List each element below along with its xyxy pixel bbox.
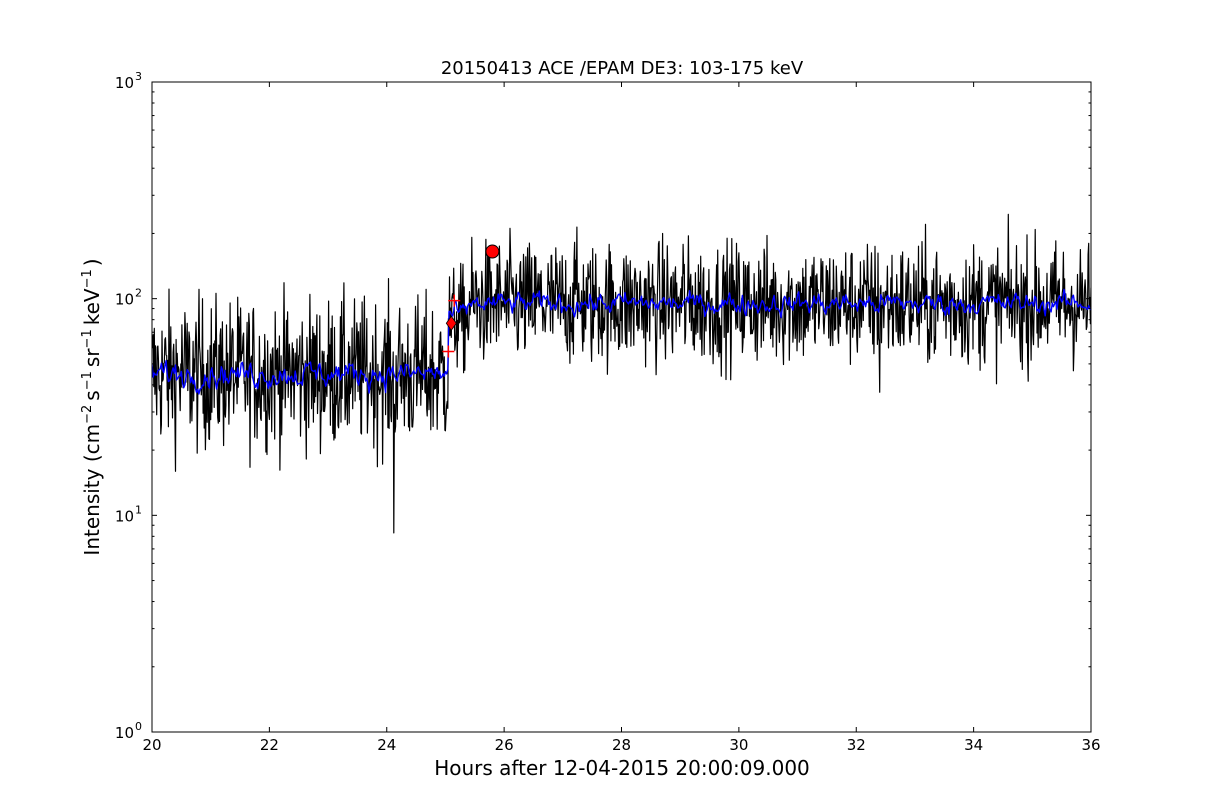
x-tick-label: 36 [1081, 736, 1100, 754]
event-marker-diamond [445, 315, 457, 331]
event-marker-circle [485, 244, 500, 259]
y-label-suffix: ) [80, 258, 104, 266]
y-label-s: s [80, 390, 104, 400]
x-tick-label: 30 [729, 736, 748, 754]
y-tick-label: 10 [115, 74, 134, 92]
plot-frame [151, 81, 1092, 733]
y-tick-exponent: 2 [135, 287, 142, 300]
y-tick-exponent: 0 [135, 720, 142, 733]
y-tick-exponent: 3 [135, 70, 142, 83]
event-marker-plus [442, 345, 455, 358]
y-label-s-exponent: −1 [80, 371, 95, 390]
x-tick-label: 28 [612, 736, 631, 754]
chart-title: 20150413 ACE /EPAM DE3: 103-175 keV [441, 58, 804, 79]
y-tick-label: 10 [115, 507, 134, 525]
plot-area [152, 213, 1091, 534]
y-label-cm-exponent: −2 [80, 405, 95, 424]
x-tick-label: 32 [847, 736, 866, 754]
y-label-kev: keV [80, 288, 104, 325]
x-tick-label: 20 [142, 736, 161, 754]
x-tick-label: 34 [964, 736, 983, 754]
y-tick-exponent: 1 [135, 503, 142, 516]
x-tick-label: 22 [260, 736, 279, 754]
event-marker-plus [448, 294, 461, 307]
y-label-sr-exponent: −1 [80, 329, 95, 348]
y-tick-label: 10 [115, 724, 134, 742]
y-axis-label: Intensity (cm−2s−1sr−1keV−1) [80, 258, 104, 555]
y-label-kev-exponent: −1 [80, 269, 95, 288]
y-label-sr: sr [80, 348, 104, 367]
x-tick-label: 26 [495, 736, 514, 754]
x-axis-label: Hours after 12-04-2015 20:00:09.000 [434, 756, 810, 780]
y-tick-label: 10 [115, 291, 134, 309]
y-label-prefix: Intensity (cm [80, 424, 104, 556]
intensity-line [152, 213, 1091, 534]
x-tick-label: 24 [377, 736, 396, 754]
smoothed-intensity-line [152, 288, 1091, 395]
x-axis-ticks: 20 22 24 26 28 30 32 34 36 [142, 82, 1101, 754]
